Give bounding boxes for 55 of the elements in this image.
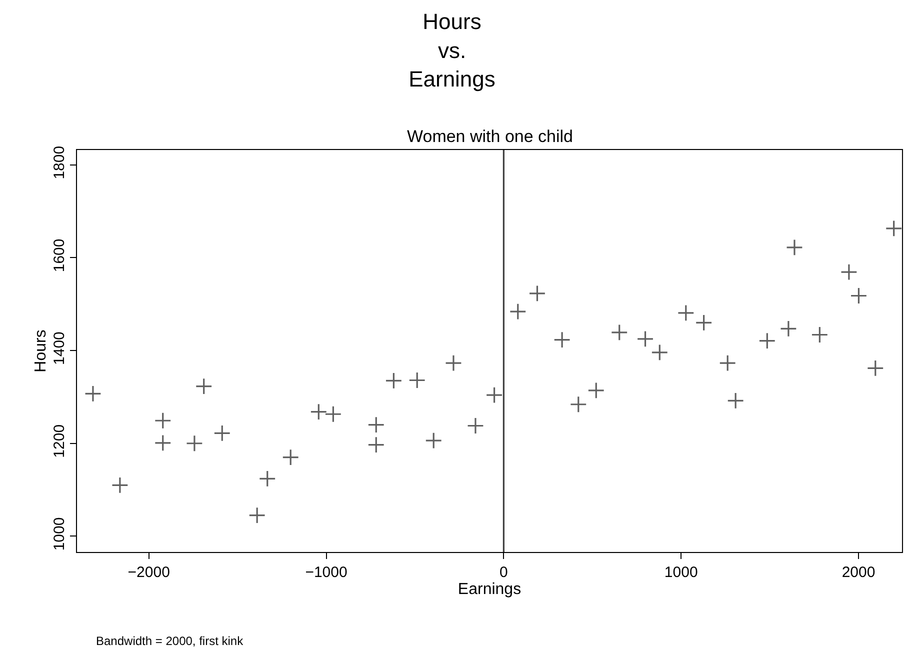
point: [727, 392, 744, 410]
point: [554, 331, 571, 348]
y-tick-label: 1600: [50, 238, 68, 272]
point: [444, 354, 462, 372]
point: [258, 470, 276, 488]
chart-subtitle: Women with one child: [407, 127, 573, 146]
point: [425, 432, 442, 450]
y-tick-label: 1200: [50, 424, 68, 458]
point: [885, 220, 902, 237]
point: [811, 326, 828, 344]
point: [466, 417, 484, 434]
point: [214, 424, 231, 442]
x-tick-label: −2000: [128, 564, 170, 582]
text: Bandwidth = 2000, first kink: [96, 634, 244, 648]
point: [154, 412, 172, 430]
point: [570, 396, 587, 413]
point: [528, 284, 546, 302]
point: [111, 476, 128, 494]
point: [695, 314, 712, 332]
point: [84, 385, 102, 402]
point: [154, 434, 172, 452]
point: [850, 287, 868, 304]
chart-title: Hours vs. Earnings: [408, 9, 496, 92]
point: [408, 372, 426, 389]
point: [282, 448, 300, 466]
x-axis-title: Earnings: [458, 581, 522, 598]
point: [636, 330, 654, 348]
point: [368, 436, 385, 454]
y-tick-label: 1400: [50, 332, 68, 365]
point: [385, 372, 402, 390]
point: [509, 303, 526, 320]
point: [610, 324, 628, 341]
point: [866, 360, 884, 377]
point: [758, 332, 776, 350]
x-tick-label: 2000: [842, 564, 876, 582]
point: [310, 403, 328, 420]
point: [186, 434, 203, 452]
point: [195, 378, 212, 395]
point: [651, 344, 668, 361]
point: [840, 264, 858, 281]
point: [677, 304, 694, 322]
y-tick-label: 1800: [50, 146, 68, 180]
point: [719, 354, 736, 372]
x-tick-label: −1000: [305, 564, 348, 582]
point: [324, 406, 342, 423]
point: [486, 386, 503, 404]
y-tick-label: 1000: [50, 517, 68, 551]
point: [368, 416, 385, 434]
point: [248, 506, 266, 524]
x-tick-label: 1000: [664, 564, 698, 582]
point: [780, 320, 797, 338]
point: [588, 382, 605, 399]
x-tick-label: 0: [500, 564, 508, 582]
y-axis-title: Hours: [32, 330, 50, 372]
point: [786, 238, 803, 256]
